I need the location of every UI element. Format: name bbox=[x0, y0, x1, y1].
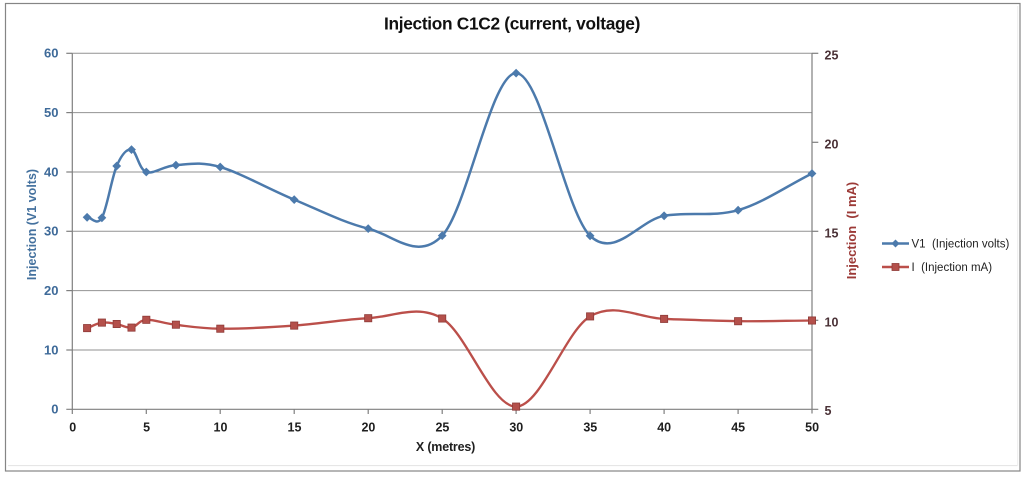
svg-text:20: 20 bbox=[825, 137, 839, 151]
svg-text:15: 15 bbox=[825, 226, 839, 240]
svg-text:50: 50 bbox=[44, 105, 58, 120]
svg-text:10: 10 bbox=[44, 342, 58, 357]
svg-text:20: 20 bbox=[44, 283, 58, 298]
svg-text:35: 35 bbox=[583, 421, 597, 435]
svg-text:Injection (I mA): Injection (I mA) bbox=[844, 182, 859, 280]
svg-text:Injection C1C2 (current, volta: Injection C1C2 (current, voltage) bbox=[384, 14, 640, 34]
svg-text:V1 (Injection volts): V1 (Injection volts) bbox=[912, 239, 1010, 251]
svg-text:X (metres): X (metres) bbox=[416, 440, 475, 454]
svg-text:5: 5 bbox=[825, 404, 832, 418]
svg-text:Injection (V1 volts): Injection (V1 volts) bbox=[25, 169, 39, 280]
svg-text:60: 60 bbox=[44, 46, 58, 61]
svg-text:20: 20 bbox=[361, 421, 375, 435]
svg-text:0: 0 bbox=[69, 421, 76, 435]
svg-text:10: 10 bbox=[214, 421, 228, 435]
svg-text:25: 25 bbox=[435, 421, 449, 435]
svg-text:0: 0 bbox=[51, 402, 58, 417]
svg-text:40: 40 bbox=[657, 421, 671, 435]
svg-text:40: 40 bbox=[44, 164, 58, 179]
svg-text:5: 5 bbox=[143, 421, 150, 435]
svg-text:I (Injection mA): I (Injection mA) bbox=[912, 262, 993, 274]
svg-text:45: 45 bbox=[731, 421, 745, 435]
svg-text:30: 30 bbox=[44, 224, 58, 239]
svg-text:50: 50 bbox=[805, 421, 819, 435]
svg-text:30: 30 bbox=[509, 421, 523, 435]
svg-text:10: 10 bbox=[825, 316, 839, 330]
svg-text:25: 25 bbox=[825, 48, 839, 62]
svg-text:15: 15 bbox=[288, 421, 302, 435]
